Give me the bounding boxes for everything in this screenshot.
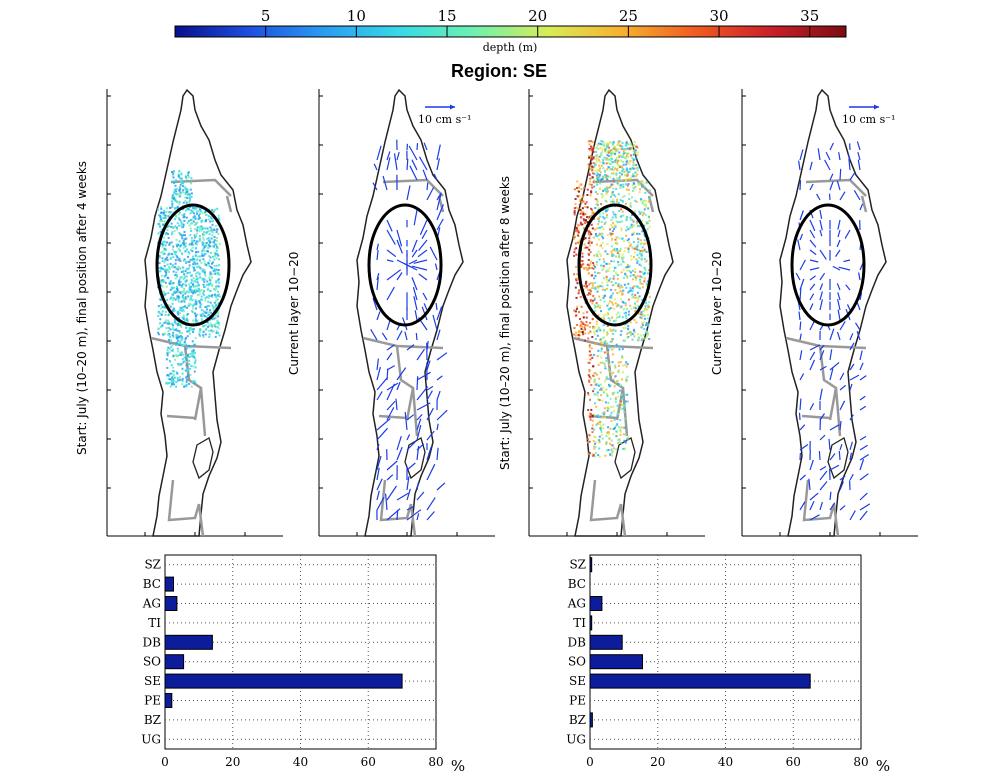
lake-outline bbox=[144, 88, 252, 537]
colorbar-tick-label: 30 bbox=[710, 7, 729, 25]
map-panel bbox=[318, 88, 495, 537]
category-label: TI bbox=[573, 616, 586, 630]
panel3-label: Start: July (10–20 m), final position af… bbox=[498, 176, 512, 470]
bar-so bbox=[164, 654, 185, 670]
colorbar-tick-label: 5 bbox=[261, 7, 271, 25]
panel1-label: Start: July (10–20 m), final position af… bbox=[75, 161, 89, 455]
category-label: PE bbox=[569, 694, 586, 708]
bar-so bbox=[589, 654, 643, 670]
x-axis-label: % bbox=[451, 757, 465, 775]
category-label: AG bbox=[567, 597, 586, 611]
x-tick-label: 0 bbox=[586, 755, 594, 769]
region-ellipse bbox=[790, 203, 866, 327]
x-axis-label: % bbox=[876, 757, 890, 775]
bar-bc bbox=[164, 576, 174, 592]
bar-ag bbox=[164, 596, 178, 611]
scale-arrow-panel2: 10 cm s⁻¹ bbox=[418, 104, 471, 126]
lake-outline bbox=[566, 88, 674, 537]
map-panel bbox=[741, 88, 918, 537]
lake-outline bbox=[779, 88, 887, 537]
colorbar-tick-label: 10 bbox=[347, 7, 366, 25]
bar-db bbox=[164, 634, 213, 650]
depth-colorbar: 5 10 15 20 25 30 35 depth (m) bbox=[174, 7, 847, 54]
x-tick-label: 60 bbox=[786, 755, 801, 769]
region-ellipse bbox=[367, 203, 443, 327]
category-label: AG bbox=[142, 597, 161, 611]
bar-se bbox=[164, 673, 403, 689]
bar-chart-4-weeks: 0 20 40 60 80 SZ BC AG TI DB SO SE PE BZ UG% bbox=[141, 554, 465, 775]
category-label: SZ bbox=[144, 558, 161, 572]
bar-bz bbox=[589, 712, 593, 728]
bar-ag bbox=[589, 596, 603, 611]
map-panels bbox=[106, 88, 918, 537]
x-tick-label: 20 bbox=[650, 755, 665, 769]
bar-ti bbox=[589, 615, 593, 631]
category-label: DB bbox=[568, 635, 587, 649]
bar-se bbox=[589, 673, 811, 689]
colorbar-ticks: 5 10 15 20 25 30 35 bbox=[261, 7, 819, 37]
colorbar-gradient bbox=[174, 25, 847, 38]
colorbar-label: depth (m) bbox=[483, 41, 538, 54]
bar-chart-8-weeks: 0 20 40 60 80 SZ BC AG TI DB SO SE PE BZ UG% bbox=[566, 554, 890, 775]
category-label: UG bbox=[141, 732, 161, 746]
colorbar-tick-label: 15 bbox=[437, 7, 456, 25]
lake-outline bbox=[356, 88, 464, 537]
x-tick-label: 20 bbox=[225, 755, 240, 769]
bar-pe bbox=[164, 693, 173, 708]
bar-sz bbox=[589, 557, 593, 573]
x-tick-label: 40 bbox=[293, 755, 308, 769]
x-tick-label: 40 bbox=[718, 755, 733, 769]
colorbar-tick-label: 25 bbox=[619, 7, 638, 25]
category-label: BC bbox=[143, 577, 161, 591]
panel4-label: Current layer 10−20 bbox=[710, 252, 724, 375]
x-tick-label: 80 bbox=[428, 755, 443, 769]
scale-label-panel2: 10 cm s⁻¹ bbox=[418, 113, 471, 126]
category-label: PE bbox=[144, 694, 161, 708]
x-tick-label: 60 bbox=[361, 755, 376, 769]
category-label: BC bbox=[568, 577, 586, 591]
region-ellipse bbox=[577, 203, 653, 327]
colorbar-tick-label: 20 bbox=[528, 7, 547, 25]
category-label: UG bbox=[566, 732, 586, 746]
panel2-label: Current layer 10−20 bbox=[287, 252, 301, 375]
category-label: BZ bbox=[569, 713, 586, 727]
category-label: DB bbox=[143, 635, 162, 649]
category-label: SE bbox=[144, 674, 161, 688]
x-tick-label: 0 bbox=[161, 755, 169, 769]
category-label: SO bbox=[143, 655, 161, 669]
scale-label-panel4: 10 cm s⁻¹ bbox=[842, 113, 895, 126]
x-tick-label: 80 bbox=[853, 755, 868, 769]
bar-db bbox=[589, 634, 623, 650]
category-label: SE bbox=[569, 674, 586, 688]
scale-arrow-panel4: 10 cm s⁻¹ bbox=[842, 104, 895, 126]
region-ellipse bbox=[155, 203, 231, 327]
colorbar-tick-label: 35 bbox=[800, 7, 819, 25]
category-label: TI bbox=[148, 616, 161, 630]
category-label: SO bbox=[568, 655, 586, 669]
figure-title: Region: SE bbox=[451, 61, 547, 81]
map-panel bbox=[528, 88, 705, 537]
category-label: BZ bbox=[144, 713, 161, 727]
map-panel bbox=[106, 88, 283, 537]
category-label: SZ bbox=[569, 558, 586, 572]
